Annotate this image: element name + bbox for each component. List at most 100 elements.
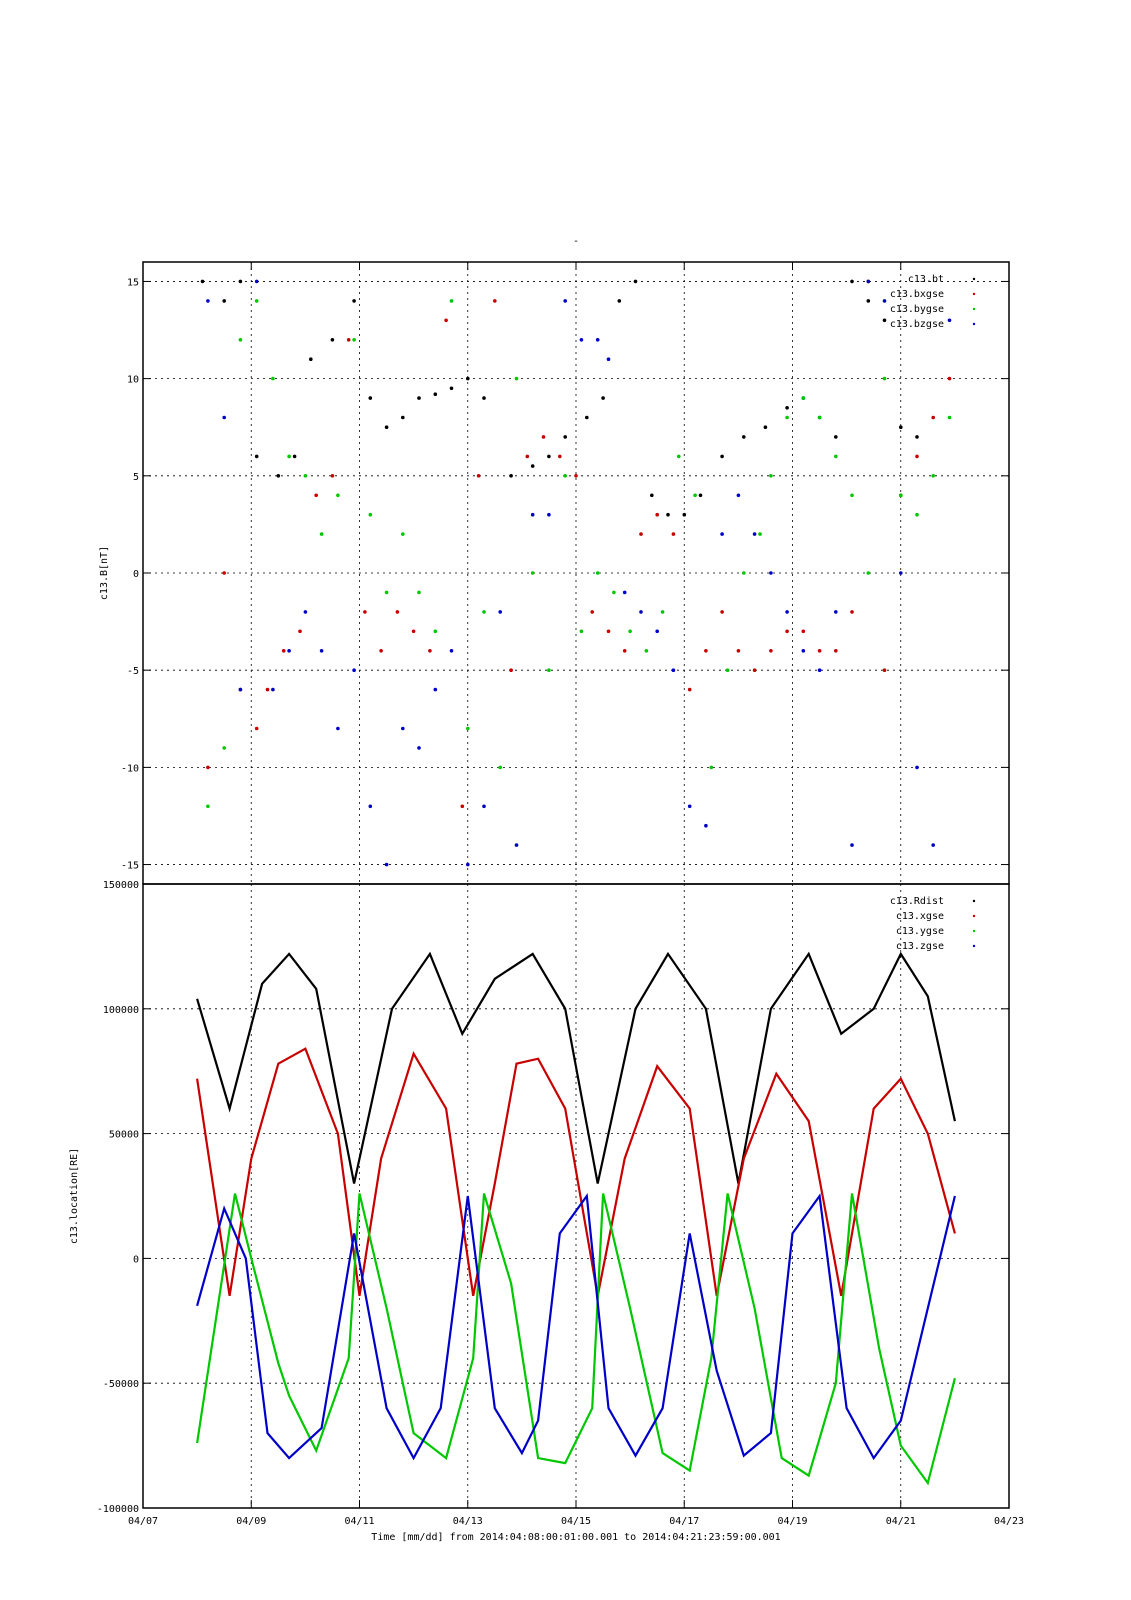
data-point [206, 804, 210, 809]
data-point [498, 765, 503, 770]
data-point [433, 392, 438, 397]
data-point [466, 726, 470, 731]
y-tick-label: -100000 [97, 1504, 139, 1515]
data-point [401, 532, 405, 536]
data-point [525, 454, 530, 459]
data-point [622, 590, 627, 595]
y-tick-label: 50000 [109, 1130, 139, 1141]
data-point [850, 493, 854, 498]
data-point [785, 415, 789, 420]
data-point [687, 804, 692, 809]
data-point [693, 493, 697, 498]
legend-label: c13.Rdist [890, 896, 944, 907]
data-point [417, 590, 421, 595]
data-point [606, 357, 611, 362]
data-point [346, 338, 351, 342]
y-tick-label: -10 [121, 763, 139, 774]
data-point [336, 493, 340, 498]
data-point [330, 338, 335, 342]
data-point [514, 843, 519, 847]
data-point [639, 610, 643, 614]
data-point [254, 299, 259, 303]
data-point [677, 454, 681, 459]
y-tick-label: -15 [121, 861, 139, 872]
data-point [899, 425, 903, 430]
data-point [601, 396, 605, 400]
data-point [433, 687, 438, 692]
data-point [687, 687, 692, 692]
top-panel-data-points [200, 279, 952, 867]
data-point [612, 590, 616, 595]
data-point [384, 862, 389, 867]
y-tick-label: 100000 [103, 1005, 139, 1016]
data-point [476, 474, 481, 478]
data-point [444, 318, 448, 323]
bottom-panel-grid [143, 884, 1009, 1508]
location-panel: c13.Rdist c13.xgse c13.ygse c13.zgse 150000… [69, 880, 1010, 1515]
data-point [758, 532, 762, 536]
data-point [720, 454, 724, 459]
y-tick-label: 0 [133, 569, 139, 580]
series-line-c13-zgse [196, 1193, 956, 1461]
data-point [271, 376, 275, 381]
data-point [200, 279, 205, 284]
x-tick-label: 04/07 [128, 1516, 158, 1527]
data-point [915, 454, 919, 459]
data-point [866, 299, 871, 303]
data-point [563, 299, 567, 303]
data-point [817, 649, 822, 653]
x-tick-label: 04/09 [236, 1516, 266, 1527]
bottom-panel-data-lines [196, 951, 956, 1486]
data-point [579, 629, 584, 634]
data-point [303, 610, 308, 614]
bottom-panel-y-axis-label: c13.location[RE] [69, 1148, 80, 1244]
data-point [579, 338, 584, 342]
data-point [498, 610, 503, 614]
data-point [466, 376, 470, 381]
data-point [352, 299, 356, 303]
data-point [882, 668, 887, 672]
data-point [666, 512, 670, 517]
x-tick-label: 04/19 [777, 1516, 807, 1527]
data-point [617, 299, 622, 303]
y-tick-label: 5 [133, 472, 139, 483]
data-point [509, 474, 513, 478]
legend-marker [972, 899, 976, 903]
data-point [595, 571, 600, 575]
x-tick-label: 04/23 [994, 1516, 1024, 1527]
data-point [834, 454, 838, 459]
data-point [709, 765, 714, 770]
data-point [482, 396, 486, 400]
data-point [769, 649, 773, 653]
data-point [606, 629, 611, 634]
data-point [530, 512, 535, 517]
data-point [671, 532, 676, 536]
data-point [336, 726, 340, 731]
data-point [292, 454, 297, 459]
legend-label: c13.bygse [890, 304, 944, 315]
data-point [460, 804, 465, 809]
chart-title-mark: - [573, 236, 579, 247]
data-point [276, 474, 281, 478]
data-point [352, 338, 356, 342]
data-point [644, 649, 649, 653]
data-point [866, 279, 871, 284]
data-point [238, 279, 243, 284]
data-point [660, 610, 665, 614]
data-point [206, 765, 210, 770]
data-point [801, 396, 806, 400]
data-point [449, 299, 454, 303]
series-line-c13-Rdist [196, 951, 956, 1184]
x-tick-label: 04/21 [886, 1516, 916, 1527]
y-tick-label: -5 [127, 666, 139, 677]
data-point [530, 464, 535, 468]
legend-marker [972, 322, 976, 326]
data-point [850, 843, 854, 847]
data-point [834, 649, 838, 653]
data-point [509, 668, 513, 672]
y-tick-label: 10 [127, 375, 139, 386]
legend-label: c13.bzgse [890, 319, 944, 330]
data-point [363, 610, 367, 614]
data-point [574, 474, 578, 478]
